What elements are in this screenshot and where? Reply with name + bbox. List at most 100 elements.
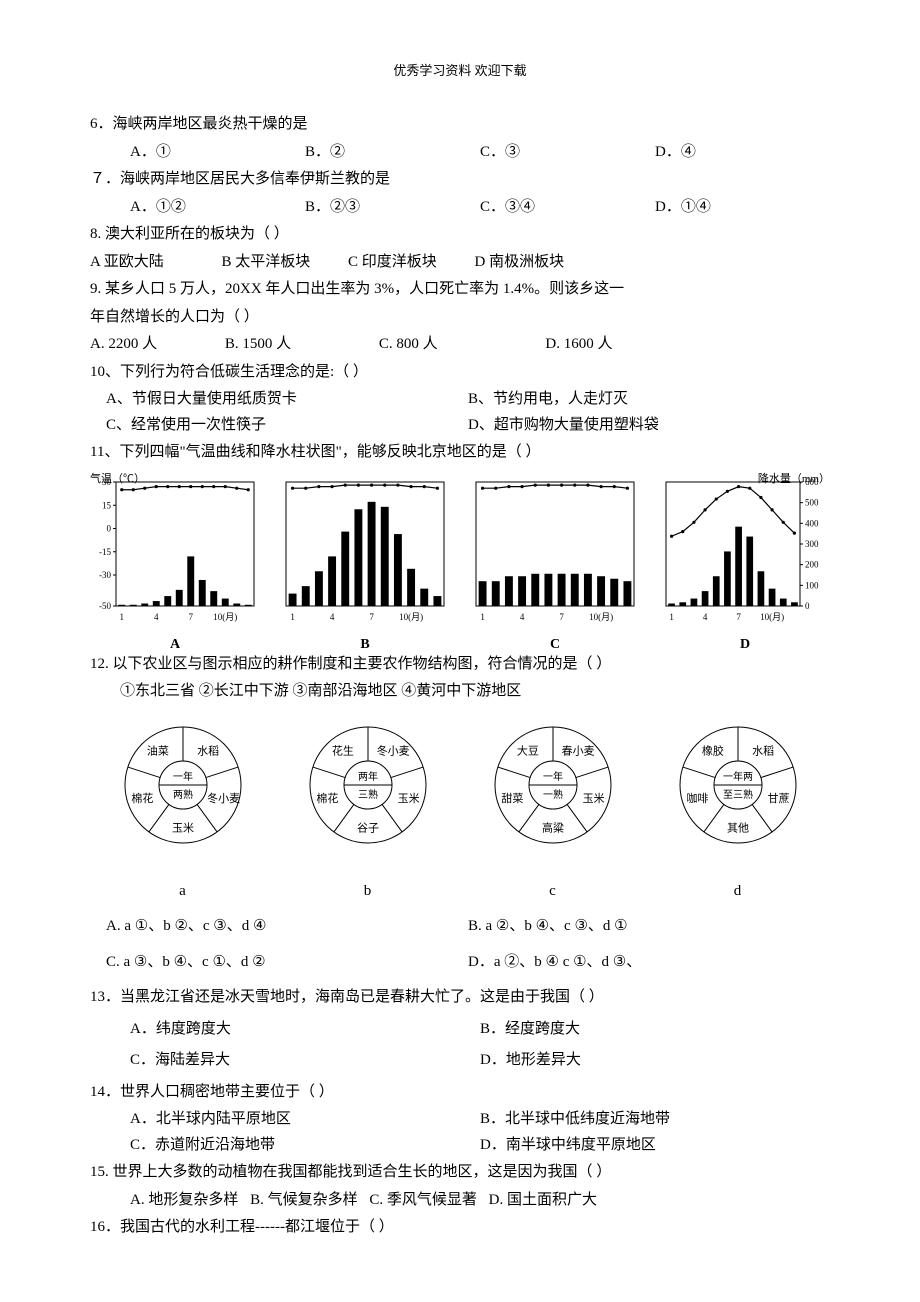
circle-d: 水稻甘蔗其他咖啡橡胶一年两至三熟 d	[668, 715, 808, 905]
q12-optD: D．a ②、b ④ c ①、d ③、	[468, 950, 830, 976]
q12-options: A. a ①、b ②、c ③、d ④ B. a ②、b ④、c ③、d ① C.…	[90, 914, 830, 975]
q9-options: A. 2200 人 B. 1500 人 C. 800 人 D. 1600 人	[90, 332, 830, 358]
q6-optB: B．②	[305, 140, 480, 166]
svg-text:三熟: 三熟	[358, 788, 378, 801]
circle-a: 水稻冬小麦玉米棉花油菜一年两熟 a	[113, 715, 253, 905]
climo-C: 14710(月) C	[470, 472, 640, 642]
climo-A-label: A	[90, 633, 260, 657]
q7-optB: B．②③	[305, 195, 480, 221]
svg-text:1: 1	[669, 612, 674, 622]
svg-text:10(月): 10(月)	[399, 612, 423, 622]
svg-text:花生: 花生	[331, 743, 353, 757]
q15-optC: C. 季风气候显著	[369, 1192, 477, 1208]
q9-optC: C. 800 人	[379, 336, 438, 352]
q10-stem: 10、下列行为符合低碳生活理念的是:（ ）	[90, 360, 830, 386]
svg-text:冬小麦: 冬小麦	[207, 791, 240, 805]
svg-text:玉米: 玉米	[397, 792, 419, 805]
svg-text:棉花: 棉花	[316, 791, 338, 805]
q14-options-row2: C．赤道附近沿海地带 D．南半球中纬度平原地区	[90, 1133, 830, 1159]
svg-text:两熟: 两熟	[173, 788, 193, 801]
svg-text:10(月): 10(月)	[589, 612, 613, 622]
svg-text:1: 1	[290, 612, 295, 622]
svg-text:大豆: 大豆	[516, 743, 538, 757]
q8-optD: D 南极洲板块	[475, 254, 565, 270]
q11-stem: 11、下列四幅"气温曲线和降水柱状图"，能够反映北京地区的是（ ）	[90, 440, 830, 466]
svg-text:4: 4	[703, 612, 708, 622]
circle-c-label: c	[483, 879, 623, 905]
svg-text:0: 0	[805, 601, 810, 611]
svg-text:两年: 两年	[358, 770, 378, 783]
svg-text:100: 100	[805, 580, 819, 590]
svg-text:-15: -15	[99, 546, 111, 556]
svg-text:7: 7	[369, 612, 374, 622]
circle-b: 冬小麦玉米谷子棉花花生两年三熟 b	[298, 715, 438, 905]
q10-optB: B、节约用电，人走灯灭	[468, 387, 830, 413]
q9-optD: D. 1600 人	[545, 336, 612, 352]
q6-stem: 6．海峡两岸地区最炎热干燥的是	[90, 112, 830, 138]
q7-optD: D．①④	[655, 195, 830, 221]
svg-text:咖啡: 咖啡	[686, 791, 708, 805]
climo-D-label: D	[660, 633, 830, 657]
svg-text:甜菜: 甜菜	[501, 792, 523, 805]
q14-optB: B．北半球中低纬度近海地带	[480, 1107, 830, 1133]
q9-optB: B. 1500 人	[225, 336, 291, 352]
svg-text:10(月): 10(月)	[760, 612, 784, 622]
q15-optD: D. 国土面积广大	[489, 1192, 597, 1208]
svg-text:4: 4	[154, 612, 159, 622]
q14-optD: D．南半球中纬度平原地区	[480, 1133, 830, 1159]
q14-optC: C．赤道附近沿海地带	[130, 1133, 480, 1159]
q7-optA: A．①②	[130, 195, 305, 221]
q10-options: A、节假日大量使用纸质贺卡 B、节约用电，人走灯灭 C、经常使用一次性筷子 D、…	[90, 387, 830, 438]
svg-text:1: 1	[120, 612, 125, 622]
svg-text:其他: 其他	[727, 821, 749, 834]
circle-c: 春小麦玉米高粱甜菜大豆一年一熟 c	[483, 715, 623, 905]
q8-optB: B 太平洋板块	[222, 254, 311, 270]
svg-text:400: 400	[805, 518, 819, 528]
svg-text:300: 300	[805, 539, 819, 549]
q8-optA: A 亚欧大陆	[90, 254, 164, 270]
page-header: 优秀学习资料 欢迎下载	[90, 60, 830, 82]
q6-optC: C．③	[480, 140, 655, 166]
q9-optA: A. 2200 人	[90, 336, 157, 352]
svg-text:橡胶: 橡胶	[701, 743, 723, 757]
q9-stem1: 9. 某乡人口 5 万人，20XX 年人口出生率为 3%，人口死亡率为 1.4%…	[90, 277, 830, 303]
svg-text:一熟: 一熟	[543, 788, 563, 801]
svg-text:4: 4	[330, 612, 335, 622]
q12-optA: A. a ①、b ②、c ③、d ④	[106, 914, 468, 940]
q14-optA: A．北半球内陆平原地区	[130, 1107, 480, 1133]
q11-charts: 气温（℃） 30150-15-30-5014710(月) A 14710(月) …	[90, 472, 830, 642]
svg-text:一年两: 一年两	[723, 770, 753, 783]
q13-optB: B．经度跨度大	[480, 1017, 830, 1043]
svg-text:500: 500	[805, 497, 819, 507]
q13-optD: D．地形差异大	[480, 1048, 830, 1074]
q13-options-row1: A．纬度跨度大 B．经度跨度大	[90, 1017, 830, 1043]
q15-stem: 15. 世界上大多数的动植物在我国都能找到适合生长的地区，这是因为我国（ ）	[90, 1160, 830, 1186]
q7-stem: ７．海峡两岸地区居民大多信奉伊斯兰教的是	[90, 167, 830, 193]
q7-optC: C．③④	[480, 195, 655, 221]
q10-optD: D、超市购物大量使用塑料袋	[468, 413, 830, 439]
q12-circles: 水稻冬小麦玉米棉花油菜一年两熟 a 冬小麦玉米谷子棉花花生两年三熟 b 春小麦玉…	[90, 715, 830, 905]
q8-optC: C 印度洋板块	[348, 254, 437, 270]
q10-optA: A、节假日大量使用纸质贺卡	[106, 387, 468, 413]
q15-optA: A. 地形复杂多样	[130, 1192, 238, 1208]
svg-text:春小麦: 春小麦	[561, 744, 594, 757]
svg-text:油菜: 油菜	[146, 743, 168, 757]
q6-optA: A．①	[130, 140, 305, 166]
svg-text:一年: 一年	[543, 770, 563, 783]
q16-stem: 16．我国古代的水利工程------都江堰位于（ ）	[90, 1215, 830, 1241]
svg-text:玉米: 玉米	[172, 821, 194, 834]
q12-optB: B. a ②、b ④、c ③、d ①	[468, 914, 830, 940]
svg-text:15: 15	[102, 500, 112, 510]
q12-optC: C. a ③、b ④、c ①、d ②	[106, 950, 468, 976]
svg-text:4: 4	[520, 612, 525, 622]
precip-axis-label: 降水量（mm）	[758, 470, 830, 489]
svg-text:冬小麦: 冬小麦	[376, 743, 409, 757]
temp-axis-label: 气温（℃）	[90, 470, 145, 489]
q13-options-row2: C．海陆差异大 D．地形差异大	[90, 1048, 830, 1074]
q15-optB: B. 气候复杂多样	[250, 1192, 358, 1208]
svg-text:7: 7	[559, 612, 564, 622]
svg-text:棉花: 棉花	[131, 791, 153, 805]
q13-optC: C．海陆差异大	[130, 1048, 480, 1074]
svg-text:水稻: 水稻	[752, 744, 774, 757]
q9-stem2: 年自然增长的人口为（ ）	[90, 305, 830, 331]
